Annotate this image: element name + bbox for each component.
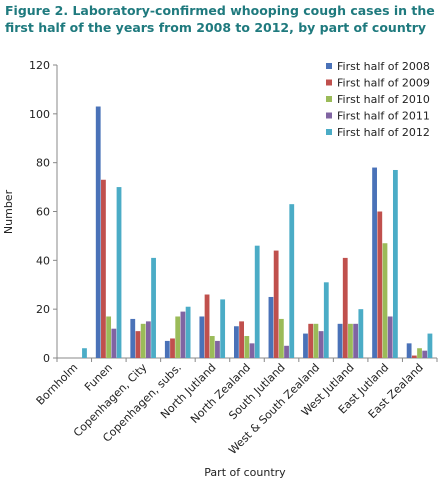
legend-swatch bbox=[326, 79, 332, 86]
bar bbox=[318, 331, 324, 358]
y-tick-label: 120 bbox=[29, 59, 50, 72]
legend-swatch bbox=[326, 112, 332, 119]
bar bbox=[82, 348, 87, 358]
bar bbox=[353, 323, 359, 358]
category-label: Funen bbox=[82, 361, 115, 394]
legend-label: First half of 2012 bbox=[337, 126, 430, 139]
bar bbox=[372, 167, 377, 358]
legend-swatch bbox=[326, 63, 332, 69]
y-tick-label: 0 bbox=[43, 352, 50, 365]
bar bbox=[284, 345, 289, 358]
bar bbox=[377, 211, 383, 358]
bar bbox=[417, 348, 422, 358]
bar bbox=[101, 179, 106, 358]
bar bbox=[342, 257, 348, 358]
bar bbox=[323, 282, 329, 358]
bar bbox=[303, 333, 308, 358]
bar bbox=[422, 350, 428, 358]
bar bbox=[308, 323, 314, 358]
bar bbox=[234, 326, 239, 358]
legend: First half of 2008 First half of 2009 Firs… bbox=[326, 60, 430, 139]
bar bbox=[239, 321, 244, 359]
bar bbox=[254, 245, 260, 358]
bar bbox=[249, 343, 255, 358]
bar bbox=[387, 316, 393, 358]
category-label: North Zealand bbox=[188, 361, 253, 426]
bar bbox=[164, 340, 170, 358]
figure-title: Figure 2. Laboratory-confirmed whooping … bbox=[5, 3, 435, 35]
y-tick-label: 100 bbox=[29, 108, 50, 121]
legend-label: First half of 2009 bbox=[337, 77, 430, 90]
bar bbox=[313, 323, 319, 358]
bar bbox=[204, 294, 210, 358]
bar bbox=[130, 318, 136, 358]
bar bbox=[278, 318, 284, 358]
bar bbox=[199, 316, 205, 358]
bar bbox=[95, 106, 101, 358]
bar bbox=[151, 257, 156, 358]
bar bbox=[215, 340, 220, 358]
bar bbox=[348, 323, 353, 358]
bar bbox=[180, 311, 186, 358]
bar bbox=[175, 316, 181, 358]
bar bbox=[358, 309, 364, 358]
bar bbox=[140, 323, 146, 358]
y-axis-label: Number bbox=[2, 189, 15, 234]
bar bbox=[135, 331, 141, 358]
bar bbox=[111, 328, 117, 358]
x-axis-label: Part of country bbox=[204, 466, 286, 479]
bars bbox=[82, 106, 433, 359]
bar bbox=[268, 296, 274, 358]
bar bbox=[406, 343, 412, 358]
bar bbox=[427, 333, 433, 358]
bar bbox=[382, 243, 388, 358]
bar bbox=[106, 316, 112, 358]
legend-label: First half of 2011 bbox=[337, 110, 430, 123]
y-tick-label: 40 bbox=[36, 254, 50, 267]
legend-swatch bbox=[326, 96, 332, 102]
bar bbox=[116, 187, 122, 358]
legend-swatch bbox=[326, 129, 332, 135]
bar bbox=[337, 323, 343, 358]
y-tick-label: 20 bbox=[36, 303, 50, 316]
bar bbox=[411, 355, 417, 358]
y-tick-label: 60 bbox=[36, 206, 50, 219]
bar bbox=[209, 336, 215, 358]
category-label: Bornholm bbox=[34, 361, 81, 408]
bar bbox=[273, 250, 279, 358]
legend-label: First half of 2010 bbox=[337, 93, 430, 106]
bar bbox=[220, 299, 226, 358]
legend-label: First half of 2008 bbox=[337, 60, 430, 73]
y-tick-label: 80 bbox=[36, 157, 50, 170]
bar bbox=[244, 336, 250, 358]
bar bbox=[145, 321, 151, 359]
bar bbox=[289, 204, 295, 358]
bar bbox=[185, 306, 191, 358]
bar bbox=[170, 338, 175, 358]
bar bbox=[392, 169, 398, 358]
